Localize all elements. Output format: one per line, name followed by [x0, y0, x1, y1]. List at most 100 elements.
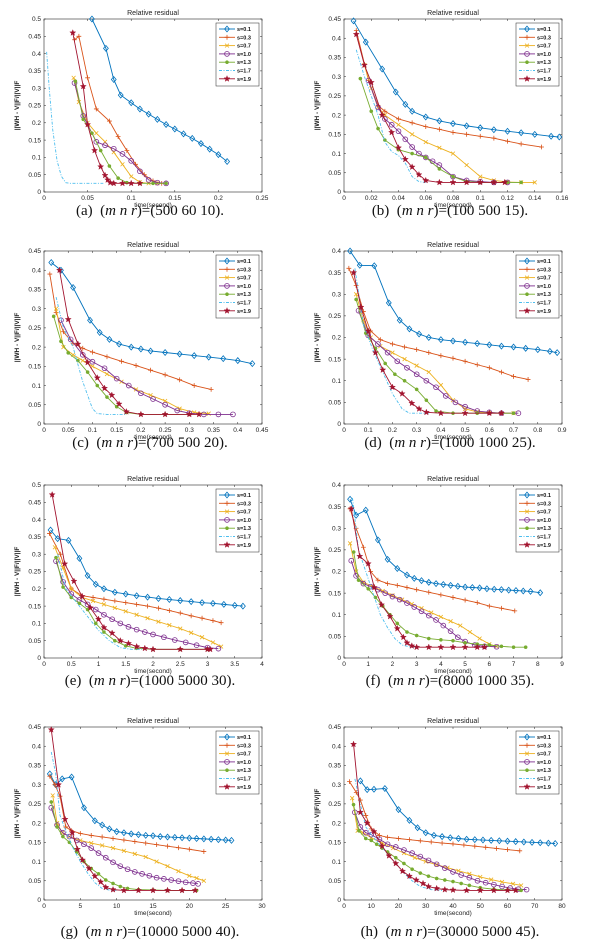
data-point [353, 789, 359, 795]
x-axis-label: time(second) [434, 910, 472, 917]
data-point [401, 155, 409, 163]
y-tick-label: 0.3 [332, 291, 341, 298]
data-point [68, 829, 76, 836]
y-tick-label: 0.1 [332, 859, 341, 866]
series-line [358, 310, 519, 414]
data-point [70, 340, 76, 346]
data-point [356, 578, 361, 583]
x-tick-label: 0.3 [412, 427, 421, 434]
y-tick-label: 0.1 [32, 383, 41, 390]
x-tick-label: 2 [151, 661, 155, 668]
data-point [111, 881, 115, 886]
data-point [414, 347, 420, 353]
y-tick-label: 0.15 [28, 364, 41, 371]
data-point [148, 367, 153, 373]
y-tick-label: 0.2 [32, 820, 41, 827]
data-point [464, 162, 469, 168]
data-point [433, 580, 439, 588]
chart-panel: Relative residual 0 1 2 3 4 5 6 7 8 9 0 0.05 0.1 0.15 0… [300, 466, 600, 703]
y-tick-label: 0.2 [332, 569, 341, 576]
legend-item: s=0.7 [219, 43, 251, 50]
data-point [474, 600, 480, 606]
data-point [77, 831, 83, 836]
data-point [351, 550, 356, 554]
data-point [433, 861, 440, 868]
x-tick-label: 0.4 [233, 427, 242, 434]
x-tick-label: 2 [391, 661, 395, 668]
data-point [77, 601, 82, 606]
legend-item: s=0.1 [219, 733, 251, 741]
legend-label: s=1.7 [237, 535, 251, 541]
legend-item: s=1.0 [519, 51, 551, 58]
data-point [99, 843, 105, 848]
legend-label: s=0.1 [537, 493, 551, 499]
legend-item: s=1.9 [519, 541, 551, 549]
data-point [455, 834, 462, 842]
data-point [76, 554, 83, 562]
data-point [78, 592, 86, 600]
data-point [85, 370, 90, 374]
y-tick-label: 0.3 [332, 525, 341, 532]
x-tick-label: 8 [536, 661, 540, 668]
data-point [450, 337, 456, 345]
data-point [118, 179, 126, 187]
data-point [194, 875, 199, 881]
figure-caption: (f) (m n r)=(8000 1000 35). [300, 673, 600, 690]
data-point [486, 365, 492, 371]
legend-marker [524, 733, 530, 741]
data-point [134, 886, 142, 894]
data-point [440, 580, 447, 588]
data-point [449, 178, 457, 186]
x-tick-label: 20 [395, 903, 403, 910]
legend-label: s=1.3 [537, 526, 551, 532]
y-tick-label: 0.3 [32, 782, 41, 789]
data-point [414, 633, 419, 638]
data-point [537, 839, 544, 847]
data-point [124, 639, 132, 647]
data-point [384, 841, 391, 848]
data-point [414, 824, 421, 832]
data-point [529, 838, 535, 846]
legend-item: s=0.7 [519, 751, 551, 758]
y-tick-label: 0.1 [32, 155, 41, 162]
data-point [162, 348, 169, 356]
legend-item: s=1.7 [519, 69, 551, 75]
data-point [57, 551, 63, 557]
data-point [371, 785, 377, 793]
y-tick-label: 0.25 [28, 325, 41, 332]
legend-marker [223, 307, 231, 314]
legend-marker [224, 491, 230, 499]
x-tick-label: 0.02 [365, 195, 378, 202]
legend-label: s=0.7 [537, 510, 551, 516]
data-point [63, 824, 69, 830]
x-tick-label: 0.1 [88, 427, 97, 434]
y-tick-label: 0.15 [28, 840, 41, 847]
data-point [440, 622, 447, 629]
y-tick-label: 0 [37, 189, 41, 196]
chart-panel: Relative residual 0 0.05 0.1 0.15 0.2 0.25 0.3 0… [0, 232, 300, 469]
data-point [118, 884, 123, 889]
data-point [93, 621, 98, 626]
y-tick-label: 0.35 [28, 534, 41, 541]
y-tick-label: 0.2 [32, 120, 41, 127]
data-point [385, 834, 390, 840]
data-point [84, 120, 92, 128]
data-point [423, 859, 428, 864]
figure-caption: (a) (m n r)=(500 60 10). [0, 203, 300, 220]
legend-label: s=1.0 [237, 760, 251, 766]
data-point [101, 611, 107, 618]
data-point [458, 872, 464, 878]
data-point [395, 128, 402, 135]
data-point [556, 133, 563, 141]
data-point [94, 130, 99, 136]
legend-label: s=1.3 [537, 768, 551, 774]
legend: s=0.1 s=0.3 s=0.7 s=1.0 s=1.3 s=1.7 s=1.9 [215, 488, 260, 553]
x-tick-label: 1 [366, 661, 370, 668]
legend-label: s=1.3 [537, 292, 551, 298]
data-point [141, 644, 149, 652]
data-point [539, 144, 544, 150]
data-point [425, 643, 433, 651]
data-point [133, 592, 140, 600]
data-point [438, 614, 444, 620]
data-point [70, 284, 76, 292]
